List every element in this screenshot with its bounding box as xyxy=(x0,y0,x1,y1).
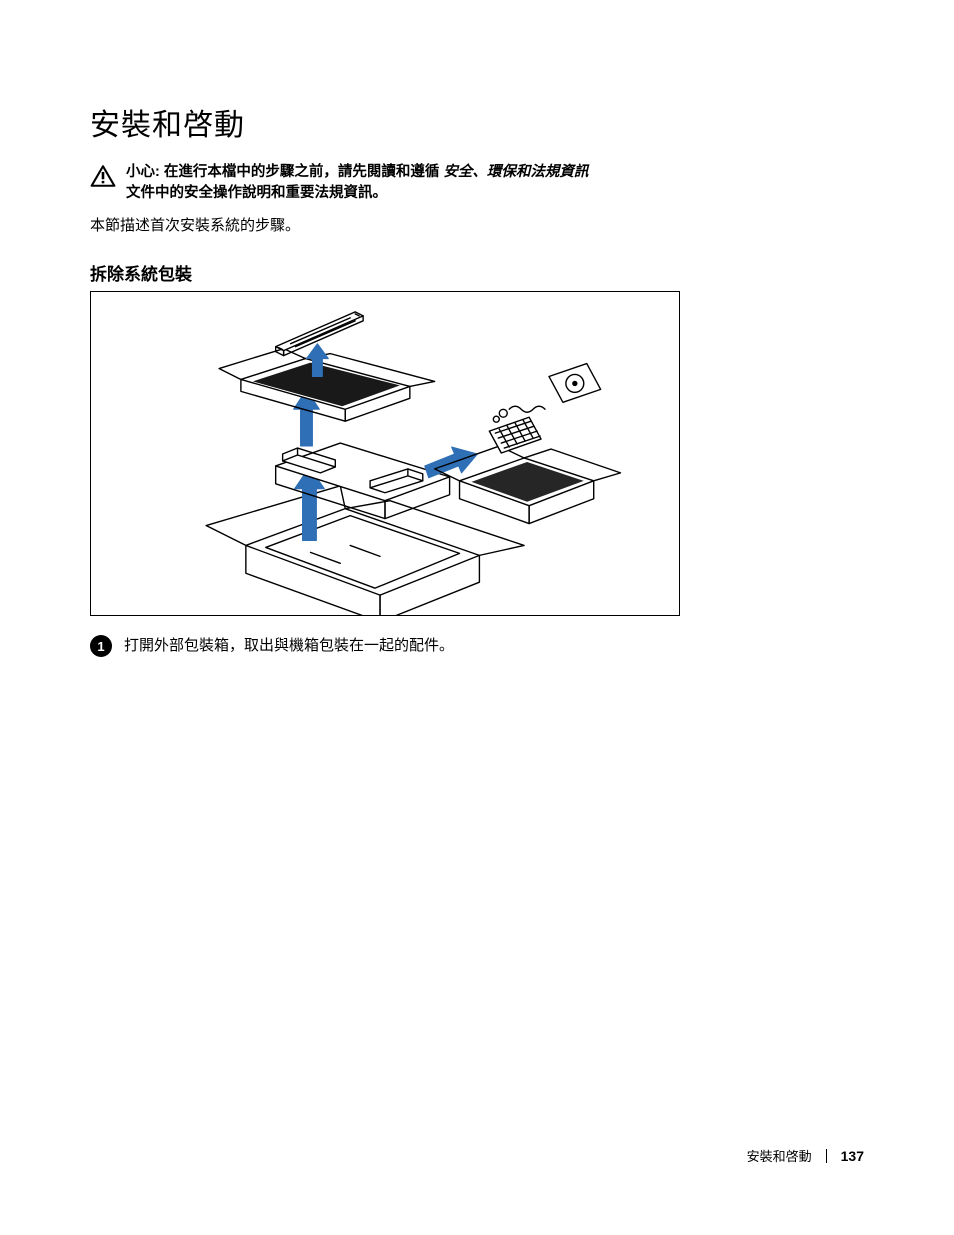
footer-separator xyxy=(826,1149,827,1163)
cd-sleeve xyxy=(549,364,601,403)
screws xyxy=(493,406,545,422)
caution-line1-italic: 安全、環保和法規資訊 xyxy=(443,164,588,180)
caution-block: 小心: 在進行本檔中的步驟之前，請先閱讀和遵循 安全、環保和法規資訊 文件中的安… xyxy=(90,162,864,204)
warning-triangle-icon xyxy=(90,164,116,188)
caution-line2: 文件中的安全操作說明和重要法規資訊。 xyxy=(126,185,387,201)
step-text: 打開外部包裝箱，取出與機箱包裝在一起的配件。 xyxy=(124,634,454,658)
subheading: 拆除系統包裝 xyxy=(90,260,864,285)
page-footer: 安裝和啓動 137 xyxy=(747,1146,864,1165)
caution-text: 小心: 在進行本檔中的步驟之前，請先閱讀和遵循 安全、環保和法規資訊 文件中的安… xyxy=(126,162,588,204)
accessory-inner-box xyxy=(219,349,435,422)
step-1: 1 打開外部包裝箱，取出與機箱包裝在一起的配件。 xyxy=(90,634,864,658)
step-number-badge: 1 xyxy=(90,635,112,657)
footer-page-number: 137 xyxy=(841,1148,864,1164)
footer-section: 安裝和啓動 xyxy=(747,1146,812,1165)
unpacking-diagram xyxy=(90,291,680,616)
caution-line1-pre: 在進行本檔中的步驟之前，請先閱讀和遵循 xyxy=(164,164,440,180)
intro-text: 本節描述首次安裝系統的步驟。 xyxy=(90,214,864,238)
caution-label: 小心: xyxy=(126,164,160,180)
page-title: 安裝和啓動 xyxy=(90,100,864,144)
